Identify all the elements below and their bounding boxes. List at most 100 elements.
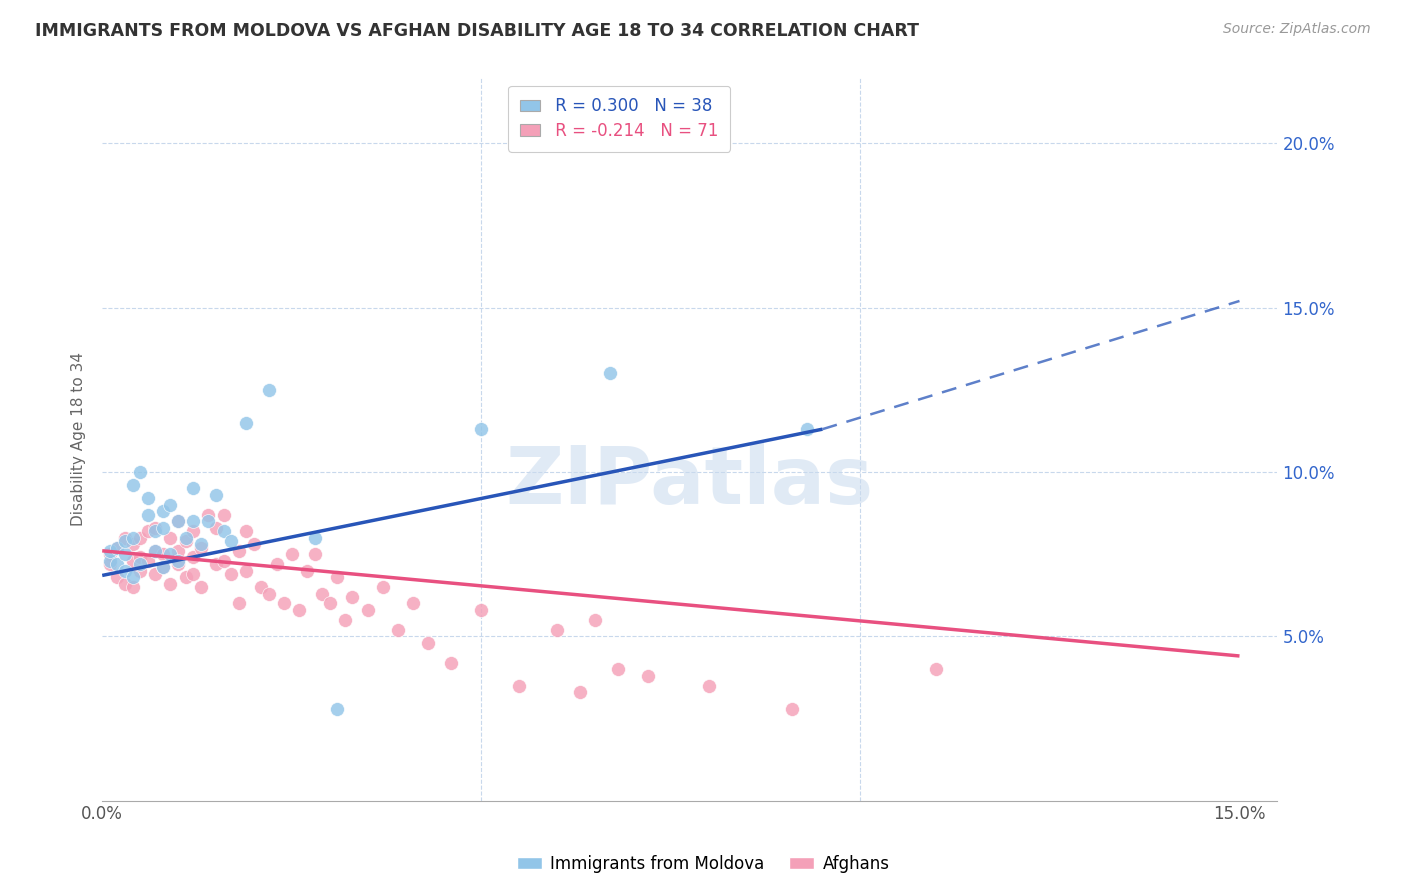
Legend:  R = 0.300   N = 38,  R = -0.214   N = 71: R = 0.300 N = 38, R = -0.214 N = 71 (509, 86, 730, 152)
Point (167, 557, 190, 571)
Point (152, 504, 174, 518)
Point (440, 656, 463, 670)
Point (212, 554, 235, 568)
Point (98, 557, 121, 571)
Point (295, 564, 318, 578)
Point (508, 679, 530, 693)
Point (152, 547, 174, 561)
Point (136, 508, 159, 522)
Point (121, 580, 143, 594)
Point (606, 662, 628, 676)
Point (470, 422, 492, 436)
Point (114, 547, 136, 561)
Point (228, 543, 250, 558)
Point (143, 543, 166, 558)
Point (152, 560, 174, 574)
Point (219, 566, 242, 581)
Point (402, 596, 425, 610)
Point (568, 685, 591, 699)
Point (243, 537, 266, 551)
Point (98, 543, 121, 558)
Point (181, 550, 204, 565)
Point (136, 491, 159, 506)
Point (129, 550, 152, 565)
Point (105, 557, 128, 571)
Point (470, 603, 492, 617)
Point (228, 596, 250, 610)
Point (143, 524, 166, 538)
Point (159, 498, 181, 512)
Point (387, 623, 409, 637)
Point (205, 557, 228, 571)
Point (333, 613, 356, 627)
Point (167, 554, 190, 568)
Point (121, 478, 143, 492)
Point (205, 521, 228, 535)
Point (257, 383, 280, 397)
Point (190, 537, 212, 551)
Point (152, 560, 174, 574)
Point (167, 543, 190, 558)
Point (114, 564, 136, 578)
Point (129, 564, 152, 578)
Point (266, 557, 288, 571)
Point (174, 533, 197, 548)
Point (326, 570, 349, 584)
Point (197, 514, 219, 528)
Point (114, 533, 136, 548)
Point (143, 543, 166, 558)
Point (637, 669, 659, 683)
Point (780, 701, 803, 715)
Point (121, 554, 143, 568)
Point (356, 603, 378, 617)
Point (105, 570, 128, 584)
Y-axis label: Disability Age 18 to 34: Disability Age 18 to 34 (72, 352, 86, 526)
Point (181, 514, 204, 528)
Point (197, 508, 219, 522)
Point (159, 531, 181, 545)
Point (326, 701, 349, 715)
Point (190, 541, 212, 555)
Text: IMMIGRANTS FROM MOLDOVA VS AFGHAN DISABILITY AGE 18 TO 34 CORRELATION CHART: IMMIGRANTS FROM MOLDOVA VS AFGHAN DISABI… (35, 22, 920, 40)
Point (342, 590, 364, 604)
Point (583, 613, 606, 627)
Point (121, 570, 143, 584)
Point (129, 531, 152, 545)
Point (174, 531, 197, 545)
Point (219, 533, 242, 548)
Point (114, 576, 136, 591)
Legend: Immigrants from Moldova, Afghans: Immigrants from Moldova, Afghans (510, 848, 896, 880)
Point (152, 521, 174, 535)
Point (98, 554, 121, 568)
Point (181, 524, 204, 538)
Point (546, 623, 568, 637)
Point (143, 521, 166, 535)
Point (105, 541, 128, 555)
Point (98, 547, 121, 561)
Point (143, 566, 166, 581)
Point (697, 679, 720, 693)
Point (418, 636, 440, 650)
Point (311, 586, 333, 600)
Point (114, 531, 136, 545)
Point (235, 416, 257, 430)
Point (190, 580, 212, 594)
Point (288, 603, 311, 617)
Point (925, 662, 948, 676)
Point (167, 514, 190, 528)
Point (159, 547, 181, 561)
Point (318, 596, 340, 610)
Point (304, 547, 326, 561)
Point (136, 554, 159, 568)
Point (174, 570, 197, 584)
Point (121, 531, 143, 545)
Point (205, 488, 228, 502)
Point (257, 586, 280, 600)
Text: Source: ZipAtlas.com: Source: ZipAtlas.com (1223, 22, 1371, 37)
Point (371, 580, 394, 594)
Point (167, 514, 190, 528)
Point (212, 524, 235, 538)
Point (235, 564, 257, 578)
Point (121, 537, 143, 551)
Point (212, 508, 235, 522)
